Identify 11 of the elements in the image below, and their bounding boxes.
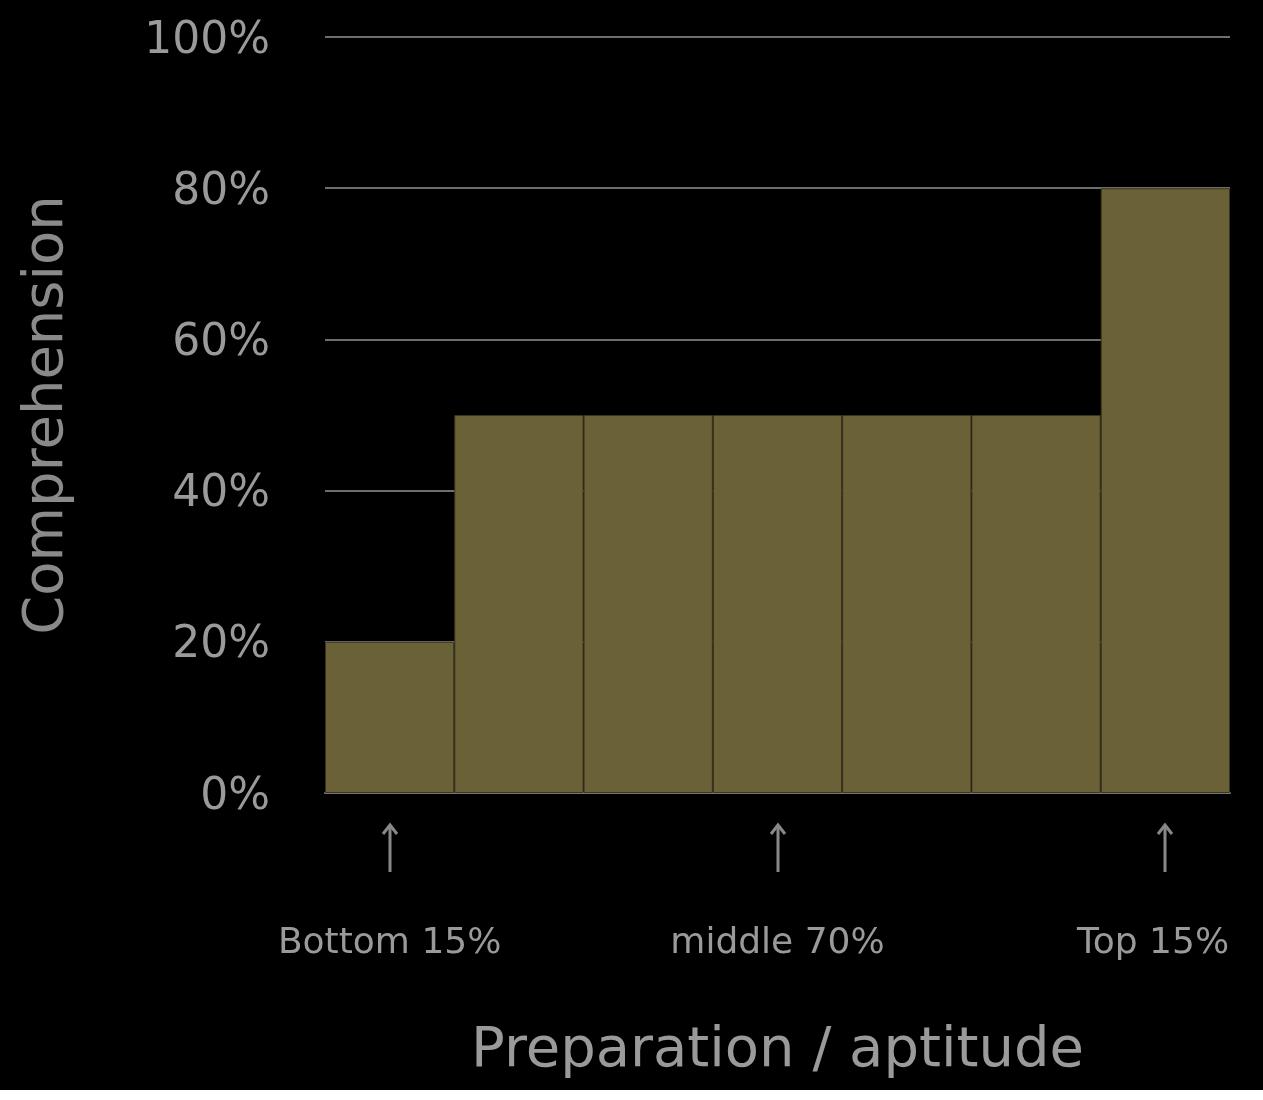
y-tick-label: 20% <box>172 616 270 668</box>
y-tick-label: 0% <box>200 767 270 819</box>
text: Top 15% <box>1075 919 1230 961</box>
x-axis-title: Preparation / aptitude <box>471 1013 1084 1079</box>
y-tick-label: 60% <box>172 313 270 365</box>
text: middle 70% <box>670 919 885 961</box>
y-tick-label: 80% <box>172 162 270 214</box>
text: Bottom 15% <box>277 919 502 961</box>
y-tick-label: 40% <box>172 465 270 517</box>
y-axis-title: Comprehension <box>9 195 75 635</box>
y-tick-label: 100% <box>144 11 270 63</box>
